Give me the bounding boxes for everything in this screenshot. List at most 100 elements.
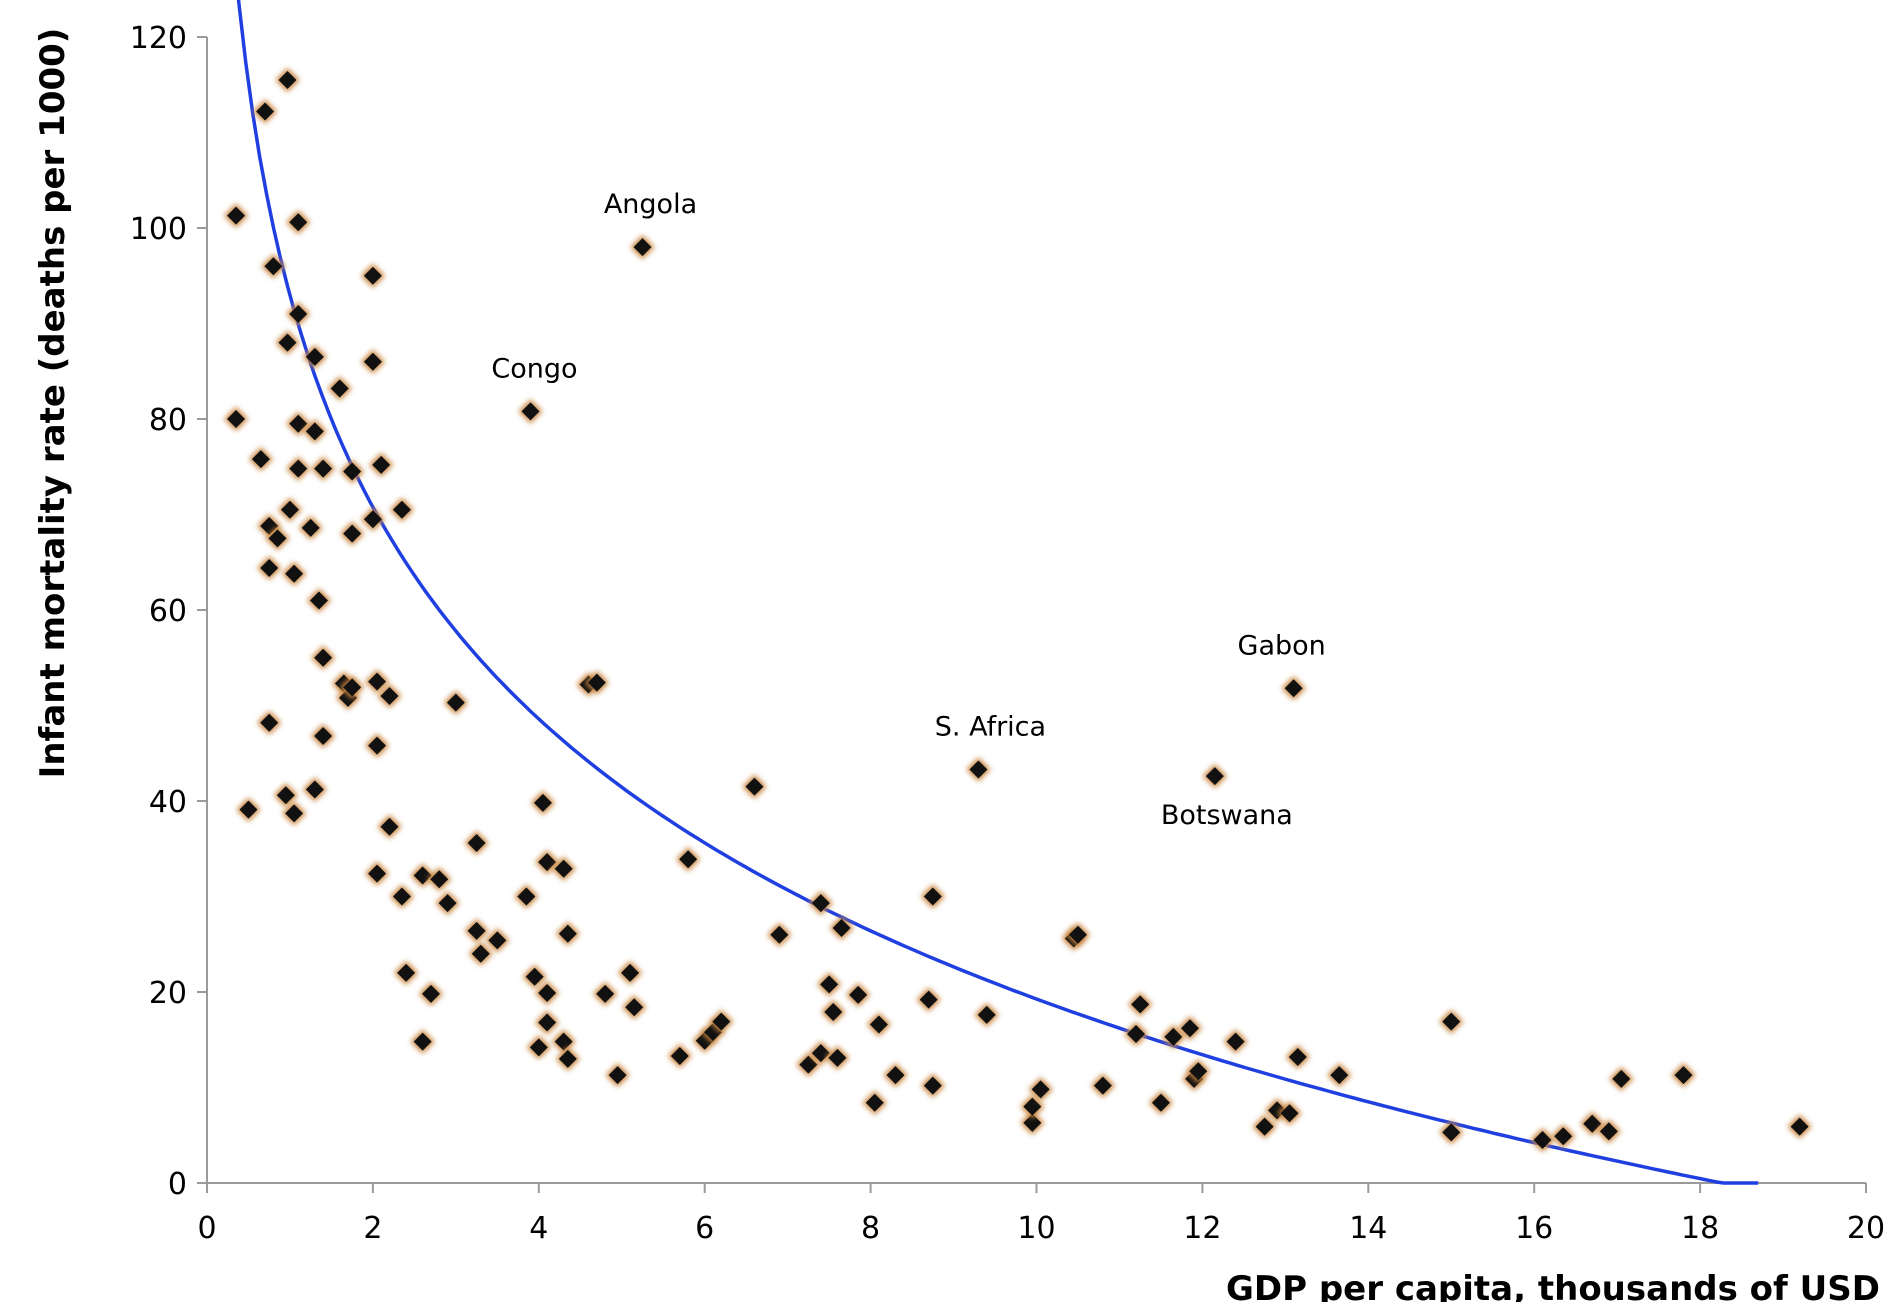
data-point-marker [919,990,938,1009]
data-point [1281,676,1306,701]
data-point-marker [330,379,349,398]
data-point-marker [430,870,449,889]
data-point-marker [301,518,320,537]
data-point-marker [227,206,246,225]
data-point [920,884,945,909]
data-point-marker [380,686,399,705]
data-point [555,921,580,946]
axes [197,36,1867,1193]
data-point [464,918,489,943]
annotation-label: Gabon [1238,630,1326,661]
data-point [286,456,311,481]
data-point-marker [977,1005,996,1024]
data-point-marker [343,678,362,697]
data-point-marker [1284,679,1303,698]
data-point-marker [397,963,416,982]
data-point-marker [1131,995,1150,1014]
data-point [825,1045,850,1070]
data-point-marker [1023,1097,1042,1116]
data-point [282,561,307,586]
data-point-marker [363,510,382,529]
data-point [1161,1024,1186,1049]
data-point-marker [865,1093,884,1112]
data-point [1223,1029,1248,1054]
data-point-marker [343,462,362,481]
x-tick-label: 20 [1847,1211,1885,1246]
data-point-marker [1226,1032,1245,1051]
data-point [974,1002,999,1027]
data-point [535,980,560,1005]
data-point-marker [268,529,287,548]
data-point-marker [558,924,577,943]
data-point-marker [712,1012,731,1031]
data-point-marker [289,459,308,478]
data-point [261,254,286,279]
data-point [377,683,402,708]
data-point-marker [533,793,552,812]
data-point-marker [368,864,387,883]
data-point-marker [285,804,304,823]
data-point [1090,1073,1115,1098]
data-point-marker [1280,1104,1299,1123]
data-point [369,452,394,477]
data-point-marker [1442,1012,1461,1031]
data-point [275,330,300,355]
data-point-marker [517,887,536,906]
data-point-marker [1023,1113,1042,1132]
data-point-marker [305,347,324,366]
data-point-marker [670,1046,689,1065]
data-point [282,801,307,826]
data-point [667,1043,692,1068]
data-point [257,710,282,735]
data-point [1020,1094,1045,1119]
data-point [286,301,311,326]
data-point [360,263,385,288]
data-point-marker [1164,1027,1183,1046]
data-point [1202,764,1227,789]
data-point [618,960,643,985]
data-point [435,891,460,916]
data-point [340,459,365,484]
data-point-marker [264,257,283,276]
data-point-marker [679,850,698,869]
data-points [224,67,1812,1153]
data-point-marker [467,834,486,853]
data-point [253,99,278,124]
data-point-marker [923,1076,942,1095]
data-point [265,526,290,551]
data-point-marker [969,760,988,779]
data-point [360,507,385,532]
data-point [360,349,385,374]
x-tick-label: 4 [529,1211,548,1246]
data-point [966,757,991,782]
data-point [302,344,327,369]
data-point-marker [1127,1025,1146,1044]
data-point-marker [554,1032,573,1051]
data-point [530,790,555,815]
data-point [273,783,298,808]
data-point-marker [525,967,544,986]
data-point [1148,1090,1173,1115]
data-point [418,981,443,1006]
data-point-marker [446,693,465,712]
data-point-marker [289,304,308,323]
data-point-marker [343,524,362,543]
data-point-marker [305,422,324,441]
data-point [593,981,618,1006]
y-tick-label: 0 [168,1167,187,1202]
y-axis-title: Infant mortality rate (deaths per 1000) [33,28,73,779]
data-point [551,856,576,881]
data-point-marker [278,333,297,352]
data-point-marker [276,786,295,805]
x-tick-label: 14 [1349,1211,1387,1246]
data-point [817,972,842,997]
data-point-marker [587,673,606,692]
data-point-marker [538,983,557,1002]
data-point-marker [869,1015,888,1034]
data-point [920,1073,945,1098]
data-point-marker [621,963,640,982]
data-point-marker [260,558,279,577]
data-point [742,774,767,799]
x-tick-label: 8 [861,1211,880,1246]
data-point [1065,922,1090,947]
